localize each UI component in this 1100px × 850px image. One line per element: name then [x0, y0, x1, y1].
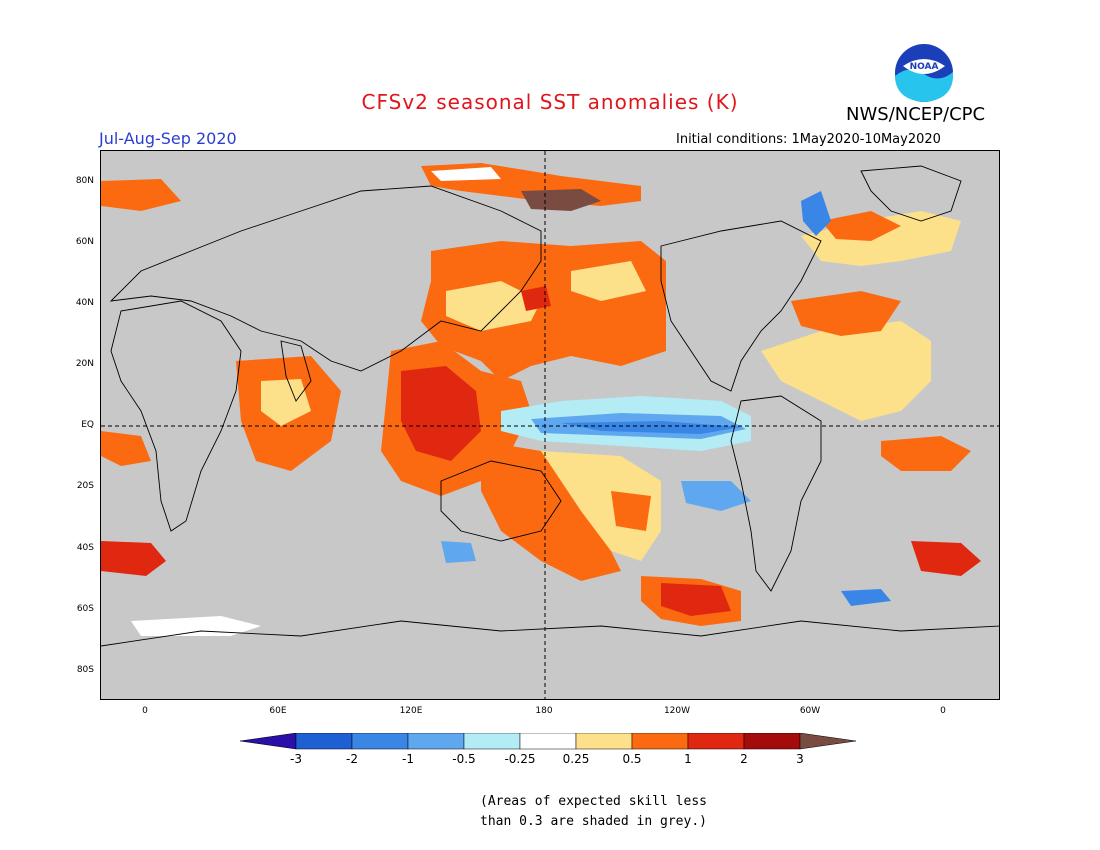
colorbar-swatch-5: [519, 732, 577, 750]
colorbar-swatch-6: [575, 732, 633, 750]
noaa-logo-icon: NOAA: [893, 42, 955, 108]
lat-tick-40n: 40N: [75, 298, 94, 308]
lon-tick-0-east: 0: [940, 706, 946, 716]
colorbar-label-neg2: -2: [346, 752, 358, 766]
page-title: CFSv2 seasonal SST anomalies (K): [361, 90, 739, 114]
colorbar-swatch-10: [799, 732, 857, 750]
colorbar-swatches: [239, 732, 857, 750]
lat-tick-20n: 20N: [75, 359, 94, 369]
colorbar-label-1: 1: [684, 752, 692, 766]
colorbar-label-05: 0.5: [622, 752, 642, 766]
lon-tick-60w: 60W: [799, 706, 821, 716]
colorbar-swatch-8: [687, 732, 745, 750]
colorbar-label-025: 0.25: [562, 752, 590, 766]
colorbar-swatch-2: [351, 732, 409, 750]
lat-tick-60n: 60N: [75, 237, 94, 247]
colorbar-swatch-7: [631, 732, 689, 750]
sst-anomaly-map: [100, 150, 1000, 700]
map-canvas: [101, 151, 999, 699]
colorbar-swatch-9: [743, 732, 801, 750]
logo-text: NOAA: [910, 62, 939, 72]
footnote-line-2: than 0.3 are shaded in grey.): [480, 814, 707, 829]
lon-tick-120w: 120W: [663, 706, 691, 716]
colorbar-label-neg1: -1: [402, 752, 414, 766]
coastlines: [101, 165, 999, 647]
lat-tick-40s: 40S: [76, 543, 94, 553]
footnote-line-1: (Areas of expected skill less: [480, 794, 707, 809]
lat-tick-20s: 20S: [76, 481, 94, 491]
lon-tick-180: 180: [535, 706, 553, 716]
lon-tick-120e: 120E: [399, 706, 423, 716]
initial-conditions-label: Initial conditions: 1May2020-10May2020: [676, 132, 941, 147]
colorbar-label-3: 3: [796, 752, 804, 766]
colorbar-label-2: 2: [740, 752, 748, 766]
lon-tick-0: 0: [142, 706, 148, 716]
colorbar: [239, 732, 862, 755]
lat-tick-60s: 60S: [76, 604, 94, 614]
colorbar-swatch-4: [463, 732, 521, 750]
colorbar-label-neg025: -0.25: [504, 752, 536, 766]
colorbar-label-neg3: -3: [290, 752, 302, 766]
colorbar-label-neg05: -0.5: [452, 752, 476, 766]
lat-tick-eq: EQ: [81, 420, 94, 430]
colorbar-swatch-0: [239, 732, 297, 750]
season-label: Jul-Aug-Sep 2020: [99, 129, 237, 148]
lat-tick-80s: 80S: [76, 665, 94, 675]
skill-footnote: (Areas of expected skill less than 0.3 a…: [480, 792, 707, 832]
lat-tick-80n: 80N: [75, 176, 94, 186]
colorbar-swatch-1: [295, 732, 353, 750]
org-label: NWS/NCEP/CPC: [846, 104, 986, 125]
anomaly-regions: [101, 163, 981, 636]
lon-tick-60e: 60E: [269, 706, 287, 716]
colorbar-swatch-3: [407, 732, 465, 750]
